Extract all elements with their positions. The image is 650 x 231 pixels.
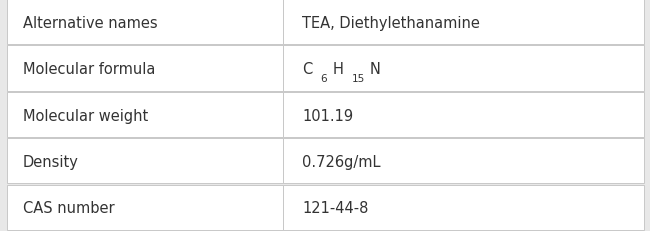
Text: Alternative names: Alternative names (23, 16, 157, 30)
Text: Molecular weight: Molecular weight (23, 108, 148, 123)
Text: 101.19: 101.19 (302, 108, 354, 123)
Text: H: H (332, 62, 343, 77)
Text: 15: 15 (352, 73, 365, 84)
Bar (6, 92, 283, 137)
Text: TEA, Diethylethanamine: TEA, Diethylethanamine (302, 16, 480, 30)
Text: 0.726g/mL: 0.726g/mL (302, 154, 381, 169)
Text: C: C (302, 62, 313, 77)
Bar (6, 185, 283, 230)
Bar (283, 0, 644, 45)
Bar (283, 46, 644, 91)
Bar (283, 139, 644, 184)
Text: 121-44-8: 121-44-8 (302, 201, 369, 215)
Text: Density: Density (23, 154, 79, 169)
Text: N: N (370, 62, 381, 77)
Text: 6: 6 (320, 73, 327, 84)
Bar (283, 92, 644, 137)
Text: Molecular formula: Molecular formula (23, 62, 155, 77)
Bar (283, 185, 644, 230)
Text: CAS number: CAS number (23, 201, 114, 215)
Bar (6, 139, 283, 184)
Bar (6, 0, 283, 45)
Bar (6, 46, 283, 91)
